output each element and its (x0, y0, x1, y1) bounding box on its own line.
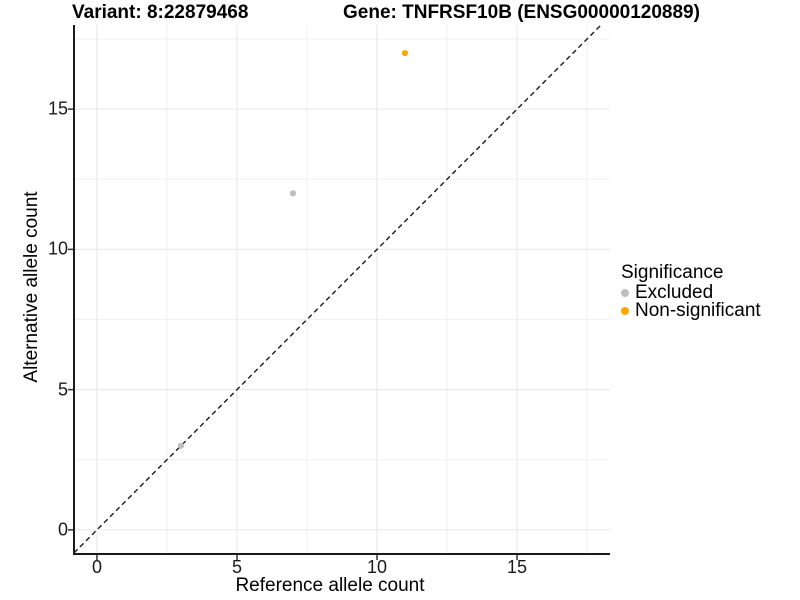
legend-label-excluded: Excluded (635, 282, 714, 303)
legend-label-non-significant: Non-significant (635, 300, 761, 321)
plot-title-gene: Gene: TNFRSF10B (ENSG00000120889) (343, 2, 700, 23)
x-tick-label-10: 10 (366, 557, 388, 577)
x-tick-label-0: 0 (91, 557, 102, 577)
legend-item-non-significant: Non-significant (621, 300, 761, 321)
legend-dot-excluded (621, 289, 629, 297)
data-point-excluded (289, 190, 297, 197)
y-axis-title-text: Alternative allele count (21, 191, 42, 383)
data-point-non-significant (401, 49, 409, 57)
x-axis-title: Reference allele count (235, 575, 425, 596)
legend-title: Significance (621, 262, 724, 283)
legend-item-excluded: Excluded (621, 282, 761, 303)
y-tick-label-0: 0 (57, 519, 68, 540)
x-tick-label-15: 15 (507, 557, 528, 577)
legend-dot-non-significant (621, 307, 629, 315)
data-point-excluded (177, 442, 185, 449)
identity-reference-line (73, 24, 602, 554)
y-tick-label-15: 15 (47, 98, 68, 119)
plot-title-variant: Variant: 8:22879468 (72, 2, 249, 23)
x-tick-label-5: 5 (231, 557, 242, 577)
y-tick-label-5: 5 (57, 379, 68, 400)
y-tick-label-10: 10 (47, 238, 68, 259)
legend: Significance Excluded Non-significant (621, 261, 761, 321)
